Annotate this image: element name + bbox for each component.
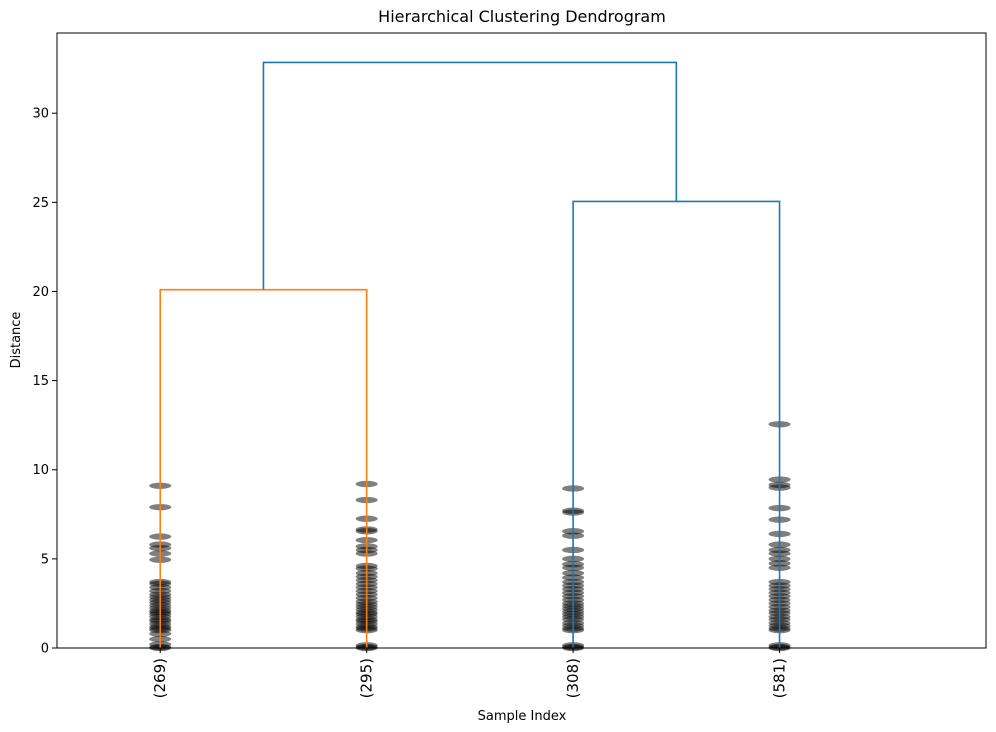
leaf-label: (295)	[358, 658, 376, 698]
y-tick-label: 25	[32, 196, 49, 211]
x-axis-ticks: (269) (295) (308) (581)	[151, 648, 789, 698]
y-tick-label: 20	[32, 285, 49, 300]
chart-title: Hierarchical Clustering Dendrogram	[378, 7, 666, 26]
leaf-label: (308)	[564, 658, 582, 698]
y-tick-label: 5	[41, 552, 49, 567]
y-tick-label: 10	[32, 463, 49, 478]
y-axis-label: Distance	[9, 312, 24, 369]
leaf-label: (581)	[771, 658, 789, 698]
y-axis-ticks: 0 5 10 15 20 25 30	[32, 107, 57, 657]
dendrogram-link	[159, 288, 368, 648]
plot-area-frame	[56, 32, 987, 649]
leaf-label: (269)	[151, 658, 169, 698]
dendrogram-links	[159, 61, 781, 648]
y-tick-label: 0	[41, 642, 49, 657]
x-axis-label: Sample Index	[478, 709, 567, 724]
leaf-marker-layer	[149, 421, 791, 652]
dendrogram-link	[262, 61, 678, 290]
y-tick-label: 30	[32, 107, 49, 122]
y-tick-label: 15	[32, 374, 49, 389]
dendrogram-link	[572, 200, 781, 648]
